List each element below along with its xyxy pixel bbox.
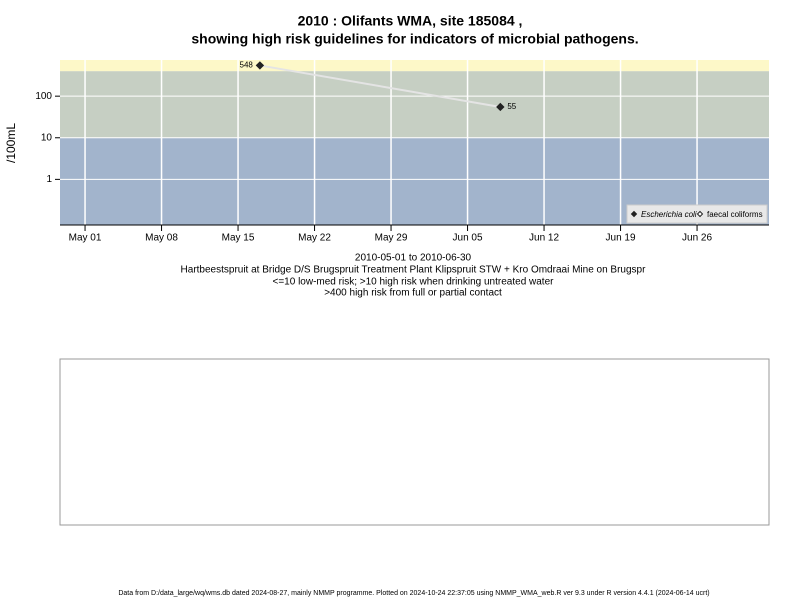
subtitle: Hartbeestspruit at Bridge D/S Brugspruit… — [181, 265, 647, 276]
y-tick-label: 1 — [46, 174, 52, 185]
x-tick-label: May 15 — [222, 233, 255, 244]
x-tick-label: Jun 12 — [529, 233, 559, 244]
subtitle: <=10 low-med risk; >10 high risk when dr… — [273, 277, 555, 288]
subtitle: 2010-05-01 to 2010-06-30 — [355, 253, 472, 264]
legend-label: faecal coliforms — [707, 210, 763, 219]
legend-label: Escherichia coli — [641, 210, 697, 219]
chart-title: showing high risk guidelines for indicat… — [191, 31, 638, 47]
x-tick-label: Jun 26 — [682, 233, 712, 244]
legend-marker — [696, 210, 704, 218]
x-tick-label: May 01 — [69, 233, 102, 244]
x-tick-label: May 29 — [375, 233, 408, 244]
chart-title: 2010 : Olifants WMA, site 185084 , — [298, 13, 523, 29]
risk-band — [60, 60, 769, 72]
y-tick-label: 100 — [35, 91, 52, 102]
y-axis-label: /100mL — [4, 123, 18, 163]
series-line — [259, 64, 501, 108]
x-tick-label: Jun 19 — [606, 233, 636, 244]
risk-band — [60, 71, 769, 138]
data-point — [496, 102, 505, 112]
x-tick-label: May 08 — [145, 233, 178, 244]
footer: Data from D:/data_large/wq/wms.db dated … — [118, 590, 709, 597]
x-tick-label: May 22 — [298, 233, 331, 244]
empty-panel — [59, 358, 770, 526]
y-tick-label: 10 — [41, 132, 53, 143]
data-label: 55 — [507, 102, 516, 111]
subtitle: >400 high risk from full or partial cont… — [324, 288, 502, 299]
data-point — [255, 61, 265, 70]
data-label: 548 — [240, 61, 254, 70]
legend-marker — [630, 210, 638, 218]
x-tick-label: Jun 05 — [453, 233, 483, 244]
